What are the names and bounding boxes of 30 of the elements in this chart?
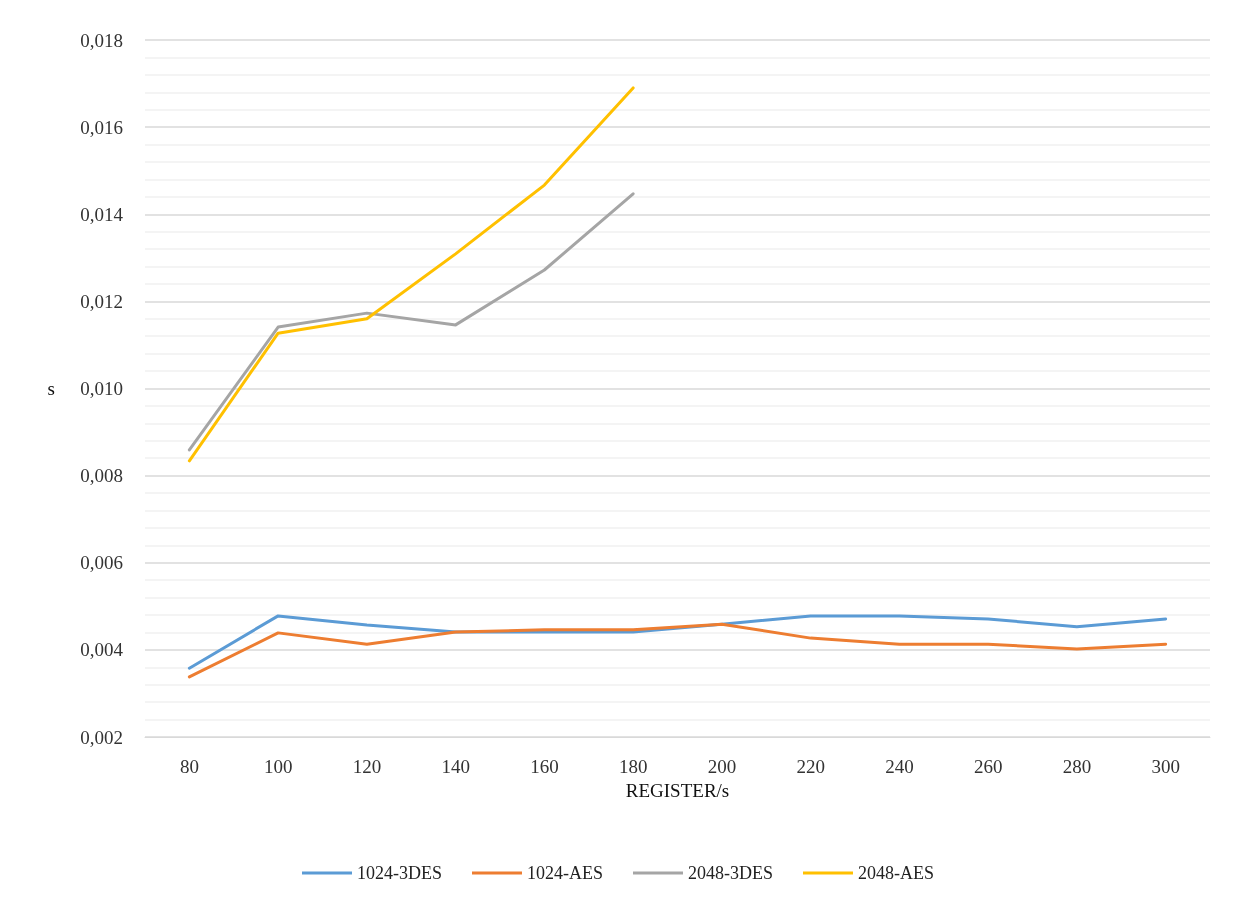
x-tick-label: 120 [352, 756, 382, 777]
x-axis-title: REGISTER/s [625, 779, 730, 801]
x-tick-label: 140 [441, 756, 470, 777]
x-tick-label: 160 [530, 756, 559, 777]
y-tick-label: 0,014 [80, 203, 124, 225]
legend-label: 1024-3DES [357, 863, 442, 883]
y-tick-label: 0,012 [80, 290, 123, 312]
line-series [187, 622, 1168, 679]
line-series [187, 192, 635, 452]
x-tick-label: 180 [618, 756, 648, 777]
x-tick-label: 100 [263, 756, 293, 777]
x-tick-label: 240 [885, 756, 914, 777]
y-tick-label: 0,018 [80, 29, 123, 51]
y-tick-label: 0,008 [80, 465, 123, 487]
y-tick-label: 0,010 [80, 378, 123, 399]
x-tick-label: 300 [1151, 756, 1180, 777]
y-tick-label: 0,016 [80, 116, 123, 138]
x-tick-label: 220 [796, 756, 825, 777]
x-tick-label: 80 [179, 756, 199, 777]
y-tick-label: 0,002 [80, 726, 123, 748]
legend-label: 1024-AES [527, 863, 603, 883]
x-tick-label: 280 [1062, 756, 1092, 777]
y-axis-title: s [47, 378, 55, 399]
y-tick-label: 0,004 [80, 639, 124, 661]
x-tick-label: 200 [707, 756, 737, 777]
legend-label: 2048-3DES [688, 863, 773, 883]
x-tick-label: 260 [973, 756, 1003, 777]
y-tick-label: 0,006 [80, 552, 123, 574]
legend-label: 2048-AES [858, 863, 934, 883]
line-series [187, 86, 635, 463]
